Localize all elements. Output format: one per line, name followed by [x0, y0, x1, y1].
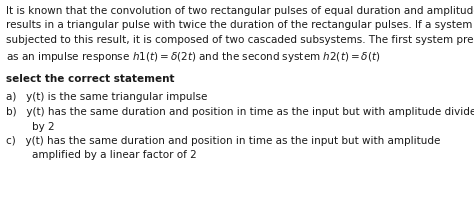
Text: results in a triangular pulse with twice the duration of the rectangular pulses.: results in a triangular pulse with twice… [6, 21, 474, 31]
Text: as an impulse response $h1(t) = \delta(2t)$ and the second system $h2(t) = \delt: as an impulse response $h1(t) = \delta(2… [6, 50, 381, 63]
Text: It is known that the convolution of two rectangular pulses of equal duration and: It is known that the convolution of two … [6, 6, 474, 16]
Text: b)   y(t) has the same duration and position in time as the input but with ampli: b) y(t) has the same duration and positi… [6, 107, 474, 117]
Text: c)   y(t) has the same duration and position in time as the input but with ampli: c) y(t) has the same duration and positi… [6, 136, 440, 146]
Text: amplified by a linear factor of 2: amplified by a linear factor of 2 [6, 151, 197, 161]
Text: by 2: by 2 [6, 121, 55, 131]
Text: a)   y(t) is the same triangular impulse: a) y(t) is the same triangular impulse [6, 93, 207, 103]
Text: subjected to this result, it is composed of two cascaded subsystems. The first s: subjected to this result, it is composed… [6, 35, 474, 45]
Text: select the correct statement: select the correct statement [6, 74, 174, 84]
